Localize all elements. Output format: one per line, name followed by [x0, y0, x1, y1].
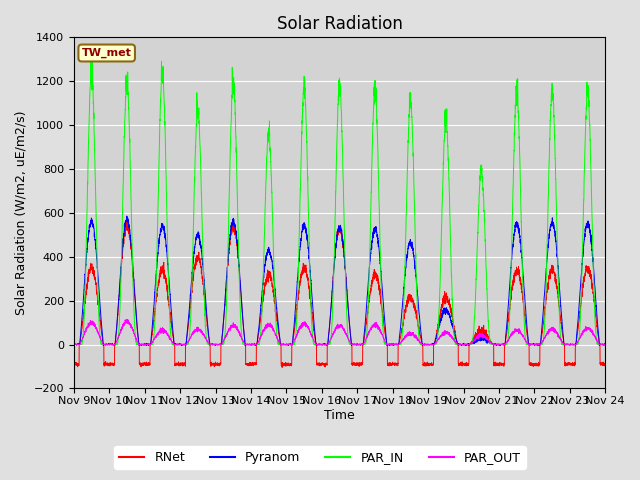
Pyranom	[489, 342, 497, 348]
PAR_OUT	[166, 336, 173, 342]
Line: PAR_OUT: PAR_OUT	[74, 320, 605, 345]
Pyranom	[465, 343, 472, 348]
Pyranom	[166, 283, 173, 289]
PAR_IN	[320, 342, 328, 348]
RNet	[320, 362, 328, 368]
RNet	[602, 361, 609, 367]
Pyranom	[429, 342, 437, 348]
RNet	[70, 362, 77, 368]
RNet	[459, 361, 467, 367]
PAR_IN	[87, 53, 95, 59]
PAR_IN	[429, 342, 437, 348]
RNet	[165, 305, 173, 311]
PAR_OUT	[601, 342, 609, 348]
Text: TW_met: TW_met	[82, 48, 132, 58]
PAR_OUT	[429, 342, 437, 348]
PAR_OUT	[122, 317, 130, 323]
PAR_IN	[166, 305, 173, 311]
Y-axis label: Solar Radiation (W/m2, uE/m2/s): Solar Radiation (W/m2, uE/m2/s)	[15, 110, 28, 315]
PAR_IN	[70, 342, 77, 348]
X-axis label: Time: Time	[324, 409, 355, 422]
PAR_OUT	[320, 342, 328, 348]
RNet	[489, 341, 497, 347]
PAR_IN	[489, 342, 497, 348]
Pyranom	[70, 341, 77, 347]
Line: PAR_IN: PAR_IN	[74, 56, 605, 345]
Title: Solar Radiation: Solar Radiation	[276, 15, 403, 33]
Pyranom	[123, 213, 131, 219]
PAR_OUT	[459, 342, 467, 348]
Line: Pyranom: Pyranom	[74, 216, 605, 346]
PAR_IN	[602, 342, 609, 348]
RNet	[601, 362, 609, 368]
Legend: RNet, Pyranom, PAR_IN, PAR_OUT: RNet, Pyranom, PAR_IN, PAR_OUT	[115, 446, 525, 469]
Pyranom	[459, 341, 467, 347]
Pyranom	[601, 341, 609, 347]
RNet	[229, 219, 237, 225]
PAR_OUT	[489, 341, 497, 347]
Pyranom	[602, 342, 609, 348]
RNet	[429, 362, 437, 368]
PAR_IN	[459, 342, 467, 348]
RNet	[278, 364, 286, 370]
Pyranom	[320, 341, 328, 347]
PAR_OUT	[70, 342, 77, 348]
PAR_OUT	[602, 342, 609, 348]
Line: RNet: RNet	[74, 222, 605, 367]
PAR_IN	[601, 342, 609, 348]
